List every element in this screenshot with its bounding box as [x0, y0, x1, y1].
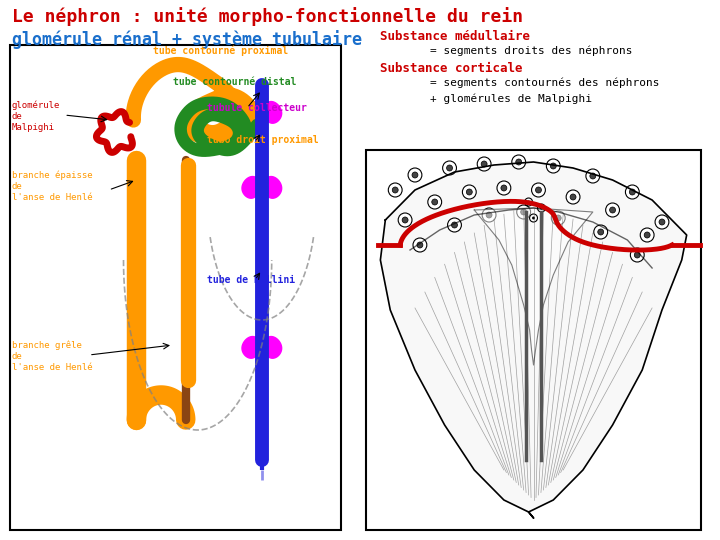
- Circle shape: [550, 163, 557, 169]
- Circle shape: [629, 189, 635, 195]
- Circle shape: [432, 199, 438, 205]
- Text: glomérule
de
Malpighi: glomérule de Malpighi: [12, 100, 60, 132]
- Circle shape: [590, 173, 595, 179]
- Circle shape: [640, 228, 654, 242]
- Polygon shape: [474, 208, 593, 365]
- Text: = segments contournés des néphrons: = segments contournés des néphrons: [430, 78, 660, 89]
- Circle shape: [540, 206, 543, 210]
- Circle shape: [659, 219, 665, 225]
- Circle shape: [412, 172, 418, 178]
- Text: branche épaisse
de
l'anse de Henlé: branche épaisse de l'anse de Henlé: [12, 170, 92, 202]
- Circle shape: [555, 215, 561, 221]
- Circle shape: [512, 155, 526, 169]
- Circle shape: [546, 159, 560, 173]
- Circle shape: [398, 213, 412, 227]
- Text: tubo droit proximal: tubo droit proximal: [207, 135, 319, 145]
- Circle shape: [598, 229, 603, 235]
- Circle shape: [532, 217, 535, 219]
- Polygon shape: [242, 177, 262, 198]
- Text: Substance médullaire: Substance médullaire: [380, 30, 531, 43]
- Circle shape: [644, 232, 650, 238]
- Text: branche grêle
de
l'anse de Henlé: branche grêle de l'anse de Henlé: [12, 340, 92, 372]
- Circle shape: [626, 185, 639, 199]
- Circle shape: [413, 238, 427, 252]
- Circle shape: [428, 195, 441, 209]
- Circle shape: [606, 203, 619, 217]
- Circle shape: [610, 207, 616, 213]
- Text: glomérule rénal + système tubulaire: glomérule rénal + système tubulaire: [12, 30, 362, 49]
- Circle shape: [402, 217, 408, 223]
- Circle shape: [462, 185, 476, 199]
- Polygon shape: [262, 177, 282, 198]
- Circle shape: [594, 225, 608, 239]
- FancyBboxPatch shape: [10, 45, 341, 530]
- Polygon shape: [262, 102, 282, 123]
- Text: + glomérules de Malpighi: + glomérules de Malpighi: [430, 94, 592, 105]
- Text: Substance corticale: Substance corticale: [380, 62, 523, 75]
- Circle shape: [451, 222, 457, 228]
- Polygon shape: [262, 336, 282, 358]
- Text: tube contourné proximal: tube contourné proximal: [153, 46, 288, 57]
- Text: Le néphron : unité morpho-fonctionnelle du rein: Le néphron : unité morpho-fonctionnelle …: [12, 7, 523, 26]
- Circle shape: [446, 165, 452, 171]
- Circle shape: [517, 205, 531, 219]
- Circle shape: [392, 187, 398, 193]
- Circle shape: [552, 211, 565, 225]
- Circle shape: [516, 159, 522, 165]
- Circle shape: [481, 161, 487, 167]
- Circle shape: [566, 190, 580, 204]
- Circle shape: [417, 242, 423, 248]
- Polygon shape: [242, 102, 262, 123]
- Text: tube contourné distal: tube contourné distal: [173, 77, 296, 87]
- Circle shape: [497, 181, 510, 195]
- Circle shape: [443, 161, 456, 175]
- Circle shape: [527, 200, 530, 204]
- Circle shape: [570, 194, 576, 200]
- Circle shape: [408, 168, 422, 182]
- Text: = segments droits des néphrons: = segments droits des néphrons: [430, 46, 632, 57]
- Circle shape: [586, 169, 600, 183]
- Circle shape: [486, 212, 492, 218]
- Circle shape: [531, 183, 545, 197]
- Polygon shape: [380, 162, 687, 518]
- Circle shape: [388, 183, 402, 197]
- FancyBboxPatch shape: [366, 150, 701, 530]
- Text: tubule collecteur: tubule collecteur: [207, 103, 307, 113]
- Circle shape: [482, 208, 496, 222]
- Circle shape: [630, 248, 644, 262]
- Circle shape: [521, 209, 526, 215]
- Polygon shape: [242, 336, 262, 358]
- Circle shape: [536, 187, 541, 193]
- Circle shape: [448, 218, 462, 232]
- Circle shape: [477, 157, 491, 171]
- Circle shape: [501, 185, 507, 191]
- Circle shape: [655, 215, 669, 229]
- Circle shape: [634, 252, 640, 258]
- Circle shape: [467, 189, 472, 195]
- Text: tube de Bellini: tube de Bellini: [207, 275, 296, 285]
